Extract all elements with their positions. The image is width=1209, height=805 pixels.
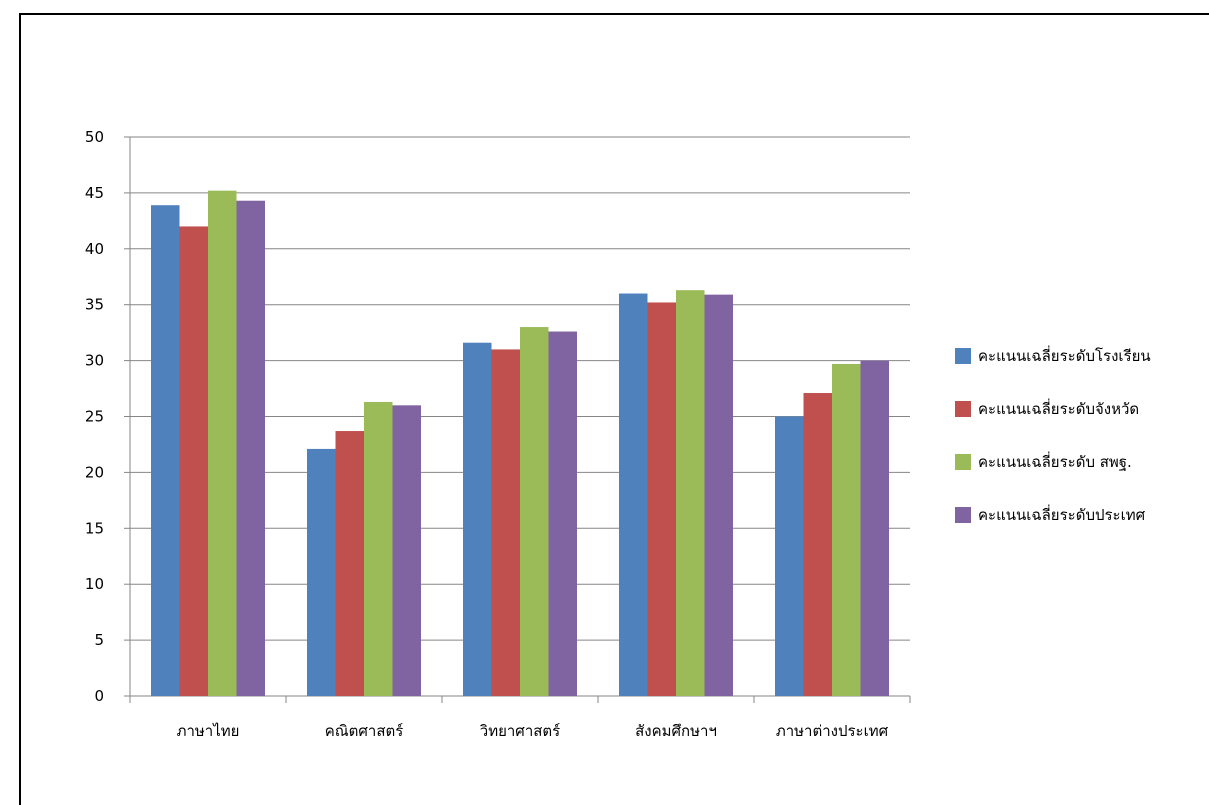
bar-4-1 xyxy=(236,200,265,696)
bar-1-3 xyxy=(463,342,492,696)
bar-4-4 xyxy=(704,294,733,696)
bar-1-5 xyxy=(775,416,804,696)
bar-4-2 xyxy=(392,405,421,696)
x-tick-label: สังคมศึกษาฯ xyxy=(635,722,717,740)
legend-swatch-1 xyxy=(955,348,971,364)
y-tick-label: 20 xyxy=(85,463,104,481)
legend-label-1: คะแนนเฉลี่ยระดับโรงเรียน xyxy=(978,345,1151,365)
legend-swatch-4 xyxy=(955,507,971,523)
bar-1-2 xyxy=(307,448,336,696)
legend-swatch-2 xyxy=(955,401,971,417)
y-tick-label: 30 xyxy=(85,352,104,370)
bar-1-4 xyxy=(619,293,648,696)
bar-4-5 xyxy=(860,360,889,696)
legend-label-3: คะแนนเฉลี่ยระดับ สพฐ. xyxy=(978,451,1132,471)
x-tick-label: วิทยาศาสตร์ xyxy=(479,722,560,740)
y-tick-label: 50 xyxy=(85,128,104,146)
bar-3-3 xyxy=(520,327,549,696)
bar-3-5 xyxy=(832,363,861,696)
y-tick-label: 45 xyxy=(85,184,104,202)
y-tick-label: 5 xyxy=(94,631,104,649)
legend-swatch-3 xyxy=(955,454,971,470)
y-tick-label: 25 xyxy=(85,408,104,426)
y-tick-label: 15 xyxy=(85,519,104,537)
x-tick-label: คณิตศาสตร์ xyxy=(325,722,404,740)
bar-1-1 xyxy=(151,205,180,696)
legend-label-4: คะแนนเฉลี่ยระดับประเทศ xyxy=(978,504,1146,524)
x-tick-label: ภาษาไทย xyxy=(177,722,240,740)
bar-2-4 xyxy=(647,302,676,696)
bar-3-2 xyxy=(364,401,393,696)
x-tick-label: ภาษาต่างประเทศ xyxy=(776,722,889,740)
y-tick-label: 35 xyxy=(85,296,104,314)
bar-2-2 xyxy=(335,431,364,696)
y-tick-label: 10 xyxy=(85,575,104,593)
bar-4-3 xyxy=(548,331,577,696)
y-tick-label: 0 xyxy=(94,687,104,705)
legend-label-2: คะแนนเฉลี่ยระดับจังหวัด xyxy=(978,398,1139,418)
bar-2-1 xyxy=(179,226,208,696)
bar-3-4 xyxy=(676,290,705,696)
bar-3-1 xyxy=(208,190,237,696)
y-tick-label: 40 xyxy=(85,240,104,258)
bar-2-3 xyxy=(491,349,520,696)
bar-2-5 xyxy=(803,393,832,696)
